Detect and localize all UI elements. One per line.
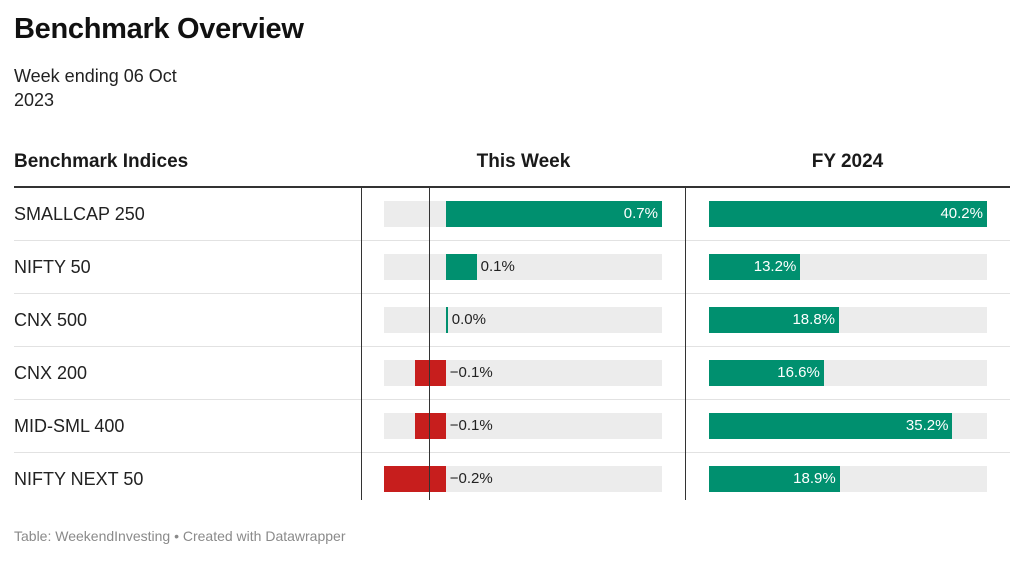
table-row: SMALLCAP 250 0.7% 40.2% (14, 188, 1010, 241)
fy-2024-track: 13.2% (709, 254, 987, 280)
fy-2024-track: 16.6% (709, 360, 987, 386)
index-name: NIFTY 50 (14, 257, 91, 277)
index-name: CNX 500 (14, 310, 88, 330)
table-row: MID-SML 400 −0.1% 35.2% (14, 400, 1010, 453)
fy-2024-bar (709, 254, 801, 280)
fy-2024-bar (709, 413, 953, 439)
this-week-track: 0.7% (384, 201, 662, 227)
fy-2024-value-label: 13.2% (753, 258, 797, 275)
fy-2024-value-label: 18.8% (792, 311, 836, 328)
fy-2024-value-label: 16.6% (777, 364, 820, 381)
table-row: NIFTY 50 0.1% 13.2% (14, 241, 1010, 294)
this-week-bar (384, 466, 446, 492)
fy-2024-value-label: 35.2% (905, 417, 949, 434)
fy-2024-track: 18.9% (709, 466, 987, 492)
this-week-value-label: −0.2% (449, 470, 493, 487)
index-name: MID-SML 400 (14, 416, 125, 436)
fy-2024-track: 18.8% (709, 307, 987, 333)
this-week-track: −0.1% (384, 360, 662, 386)
fy-2024-track: 35.2% (709, 413, 987, 439)
this-week-track: −0.2% (384, 466, 662, 492)
column-separator-week (361, 188, 362, 500)
fy-2024-track: 40.2% (709, 201, 987, 227)
table-body: SMALLCAP 250 0.7% 40.2% NIFTY 50 0.1% 13.2% CN… (14, 188, 1010, 505)
fy-2024-bar (709, 307, 839, 333)
source-footer: Table: WeekendInvesting • Created with D… (14, 528, 346, 544)
index-name: NIFTY NEXT 50 (14, 469, 144, 489)
chart-title: Benchmark Overview (14, 13, 304, 45)
table-row: CNX 200 −0.1% 16.6% (14, 347, 1010, 400)
this-week-value-label: −0.1% (449, 417, 493, 434)
this-week-bar (445, 307, 448, 333)
this-week-track: −0.1% (384, 413, 662, 439)
this-week-zero-axis (429, 188, 430, 500)
fy-2024-value-label: 40.2% (940, 205, 983, 222)
this-week-bar (414, 413, 446, 439)
column-header-fy-2024: FY 2024 (811, 151, 884, 172)
this-week-bar (445, 254, 477, 280)
this-week-value-label: 0.7% (623, 205, 658, 222)
table-row: NIFTY NEXT 50 −0.2% 18.9% (14, 453, 1010, 505)
chart-subtitle: Week ending 06 Oct 2023 (14, 66, 177, 110)
column-header-this-week: This Week (476, 151, 571, 172)
this-week-value-label: 0.0% (451, 311, 486, 328)
this-week-value-label: 0.1% (480, 258, 515, 275)
fy-2024-bar (709, 360, 824, 386)
column-header-indices: Benchmark Indices (14, 151, 189, 172)
column-separator-fy (685, 188, 686, 500)
this-week-bar (414, 360, 446, 386)
header-rule (14, 186, 1010, 188)
this-week-bar (445, 201, 662, 227)
index-name: SMALLCAP 250 (14, 204, 145, 224)
table-row: CNX 500 0.0% 18.8% (14, 294, 1010, 347)
fy-2024-bar (709, 466, 840, 492)
fy-2024-value-label: 18.9% (793, 470, 836, 487)
this-week-track: 0.0% (384, 307, 662, 333)
index-name: CNX 200 (14, 363, 88, 383)
this-week-value-label: −0.1% (449, 364, 493, 381)
this-week-track: 0.1% (384, 254, 662, 280)
fy-2024-bar (709, 201, 987, 227)
